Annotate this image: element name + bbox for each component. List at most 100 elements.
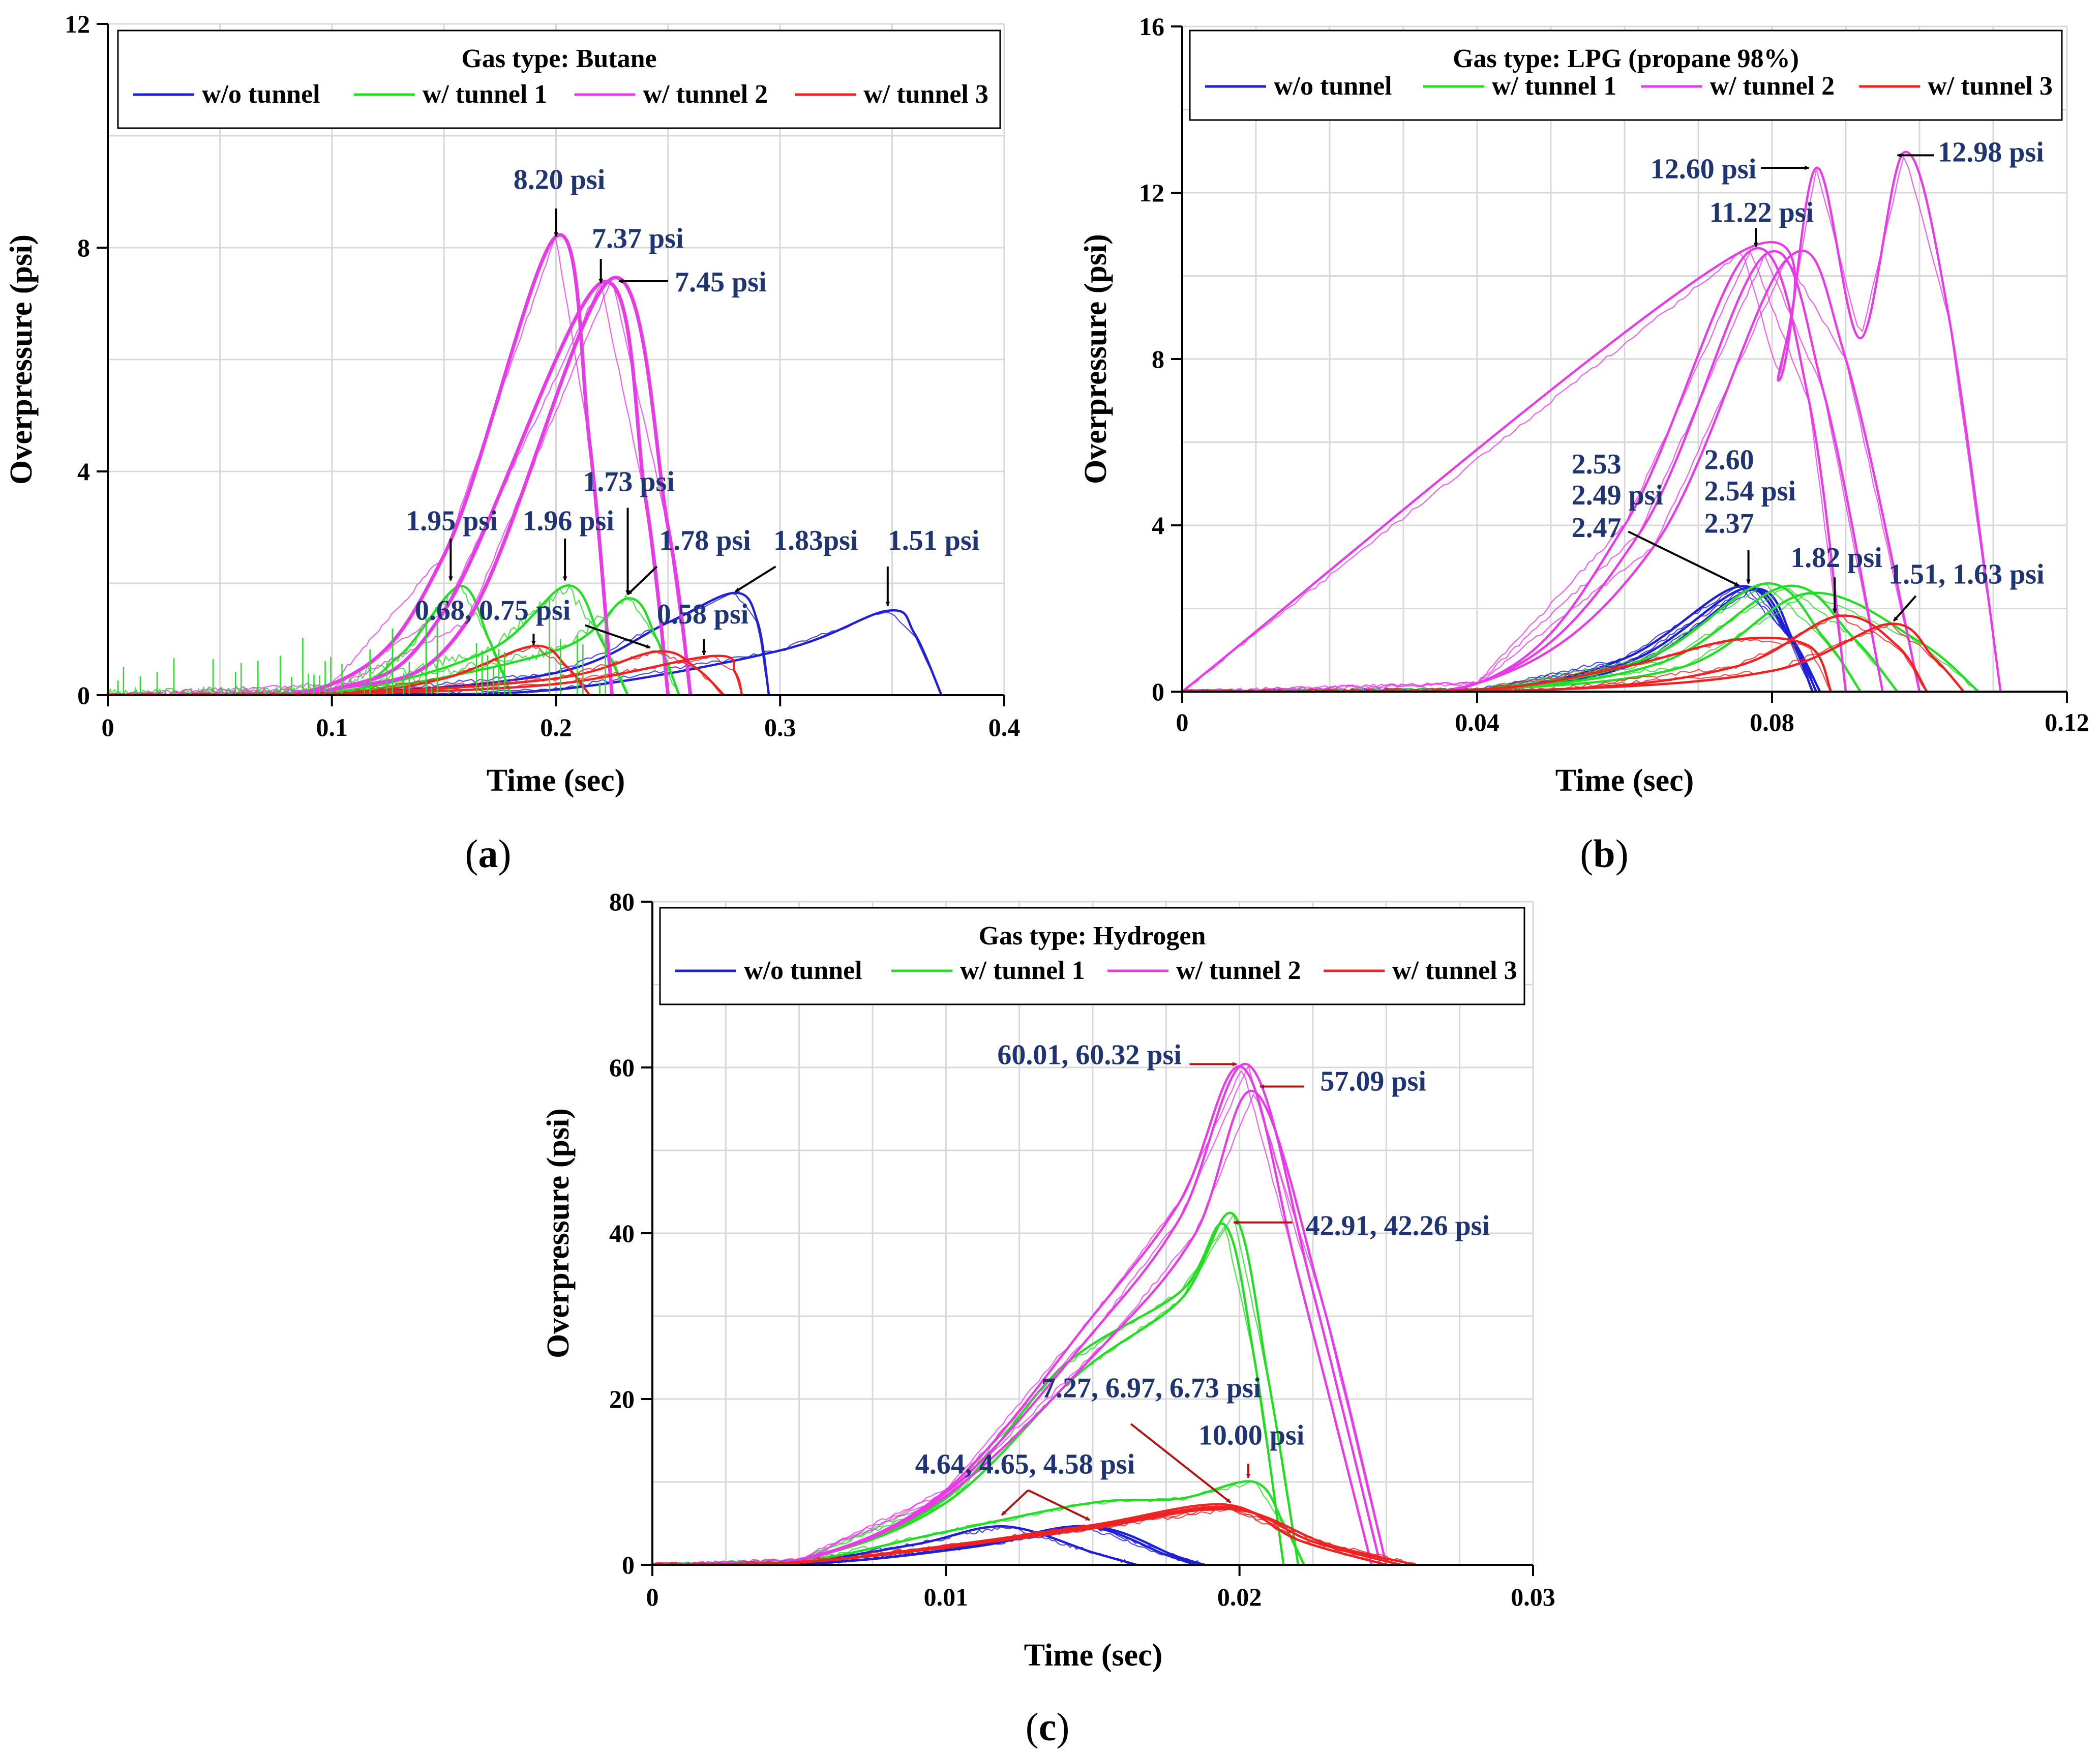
data-label: 2.60 [1704, 444, 1754, 476]
data-label: 11.22 psi [1709, 197, 1814, 228]
x-axis-label: Time (sec) [487, 763, 625, 798]
plot-area [652, 1062, 1416, 1565]
legend-entry: w/o tunnel [744, 956, 862, 985]
annotation-arrow [585, 624, 651, 649]
annotation-arrow [1893, 595, 1917, 622]
legend-box [659, 907, 1525, 1005]
legend-entry: w/ tunnel 2 [1176, 956, 1301, 985]
y-tick-label: 0 [77, 681, 90, 709]
series-line [1182, 151, 2002, 692]
x-tick-label: 0 [102, 713, 114, 741]
series-noise [116, 592, 770, 695]
series-line [1182, 584, 1899, 692]
data-label: 7.45 psi [675, 266, 767, 298]
panel-label: (c) [1026, 1705, 1070, 1749]
legend: Gas type: LPG (propane 98%) w/o tunnel w/ … [1189, 29, 2063, 121]
data-label: 12.60 psi [1651, 153, 1757, 185]
data-label: 60.01, 60.32 psi [997, 1039, 1182, 1071]
legend: Gas type: Butane w/o tunnel w/ tunnel 1 w/ … [117, 29, 1001, 129]
annotations: 60.01, 60.32 psi 57.09 psi 42.91, 42.26 ps… [915, 1039, 1490, 1521]
series-line [108, 233, 614, 695]
data-label: 2.47 [1572, 512, 1622, 544]
x-tick-label: 0 [1176, 708, 1189, 736]
series-line [652, 1062, 1382, 1565]
data-label: 1.51, 1.63 psi [1888, 558, 2045, 590]
data-label: 2.37 [1704, 508, 1754, 540]
y-tick-label: 12 [65, 10, 90, 38]
legend-entry: w/ tunnel 1 [960, 956, 1085, 985]
y-tick-label: 0 [622, 1551, 635, 1579]
panel-label: (b) [1580, 831, 1628, 876]
legend-entry: w/ tunnel 3 [1392, 956, 1517, 985]
x-tick-label: 0.2 [540, 713, 572, 741]
x-axis-label: Time (sec) [1024, 1638, 1163, 1673]
x-tick-label: 0.1 [316, 713, 348, 741]
series-line [1182, 591, 1979, 692]
legend-entry: w/ tunnel 1 [1492, 72, 1617, 101]
legend-entry: w/ tunnel 2 [1710, 72, 1835, 101]
data-label: 1.83psi [773, 525, 858, 556]
x-tick-label: 0.08 [1750, 708, 1794, 736]
annotations: 8.20 psi 7.37 psi 7.45 psi 1.95 psi 1.96 psi… [406, 164, 979, 656]
y-axis-label: Overpressure (psi) [4, 234, 39, 485]
grid-lines [1181, 25, 2068, 693]
y-tick-label: 80 [609, 887, 635, 916]
data-label: 8.20 psi [514, 164, 606, 196]
series-line [1182, 250, 1884, 692]
data-label: 2.54 psi [1704, 476, 1796, 507]
legend-entry: w/ tunnel 3 [863, 80, 988, 109]
x-axis-label: Time (sec) [1555, 763, 1694, 798]
series-noise [116, 234, 613, 695]
chart-panel-c: 0 0.01 0.02 0.03 0 20 40 60 80 Time (sec) Overpres… [541, 887, 1555, 1749]
x-tick-label: 0.4 [988, 713, 1021, 741]
series-noise [1182, 621, 1964, 692]
annotation-arrow [627, 566, 658, 596]
series-line [1182, 247, 1847, 692]
y-tick-label: 40 [609, 1219, 635, 1247]
y-tick-label: 8 [1152, 345, 1164, 373]
legend: Gas type: Hydrogen w/o tunnel w/ tunnel 1 w… [659, 907, 1525, 1005]
series-line [652, 1525, 1205, 1565]
legend-title: Gas type: Butane [461, 44, 656, 73]
annotation-arrow [1028, 1489, 1091, 1521]
panel-label: (a) [465, 831, 512, 876]
data-label: 7.27, 6.97, 6.73 psi [1041, 1373, 1262, 1404]
data-label: 1.73 psi [583, 466, 675, 498]
data-label: 42.91, 42.26 psi [1306, 1210, 1490, 1241]
data-label: 1.78 psi [659, 525, 751, 556]
series-noise [1182, 253, 1883, 692]
legend-entry: w/o tunnel [202, 80, 320, 109]
x-tick-label: 0 [646, 1583, 659, 1611]
y-tick-label: 60 [609, 1053, 635, 1082]
series-noise [653, 1481, 1305, 1565]
series-line [108, 591, 770, 695]
series-noise [1183, 155, 2001, 692]
legend-entry: w/ tunnel 1 [423, 80, 548, 109]
y-tick-label: 20 [609, 1385, 635, 1413]
series-noise [108, 584, 512, 695]
y-axis-label: Overpressure (psi) [1078, 234, 1113, 484]
series-line [108, 584, 629, 695]
data-label: 7.37 psi [592, 223, 684, 254]
series-noise [652, 1093, 1387, 1565]
chart-panel-a: 0 0.1 0.2 0.3 0.4 0 4 8 12 Time (sec) Overpressure… [4, 10, 1020, 876]
x-tick-label: 0.01 [924, 1583, 969, 1611]
data-label: 0.58 psi [657, 599, 749, 630]
y-axis-label: Overpressure (psi) [541, 1108, 576, 1358]
chart-panel-b: 0 0.04 0.08 0.12 0 4 8 12 16 Time (sec) Overpressu… [1078, 12, 2089, 876]
y-tick-label: 4 [77, 457, 90, 486]
series-line [1182, 614, 1928, 692]
legend-box [117, 29, 1001, 129]
series-w-tunnel-1 [1182, 582, 1979, 692]
data-label: 2.53 [1572, 449, 1622, 480]
annotation-arrow [1130, 1423, 1232, 1504]
data-label: 4.64, 4.65, 4.58 psi [915, 1449, 1135, 1480]
legend-box [1189, 29, 2063, 121]
plot-area [1182, 151, 2002, 692]
x-tick-label: 0.04 [1455, 708, 1499, 736]
series-line [1182, 636, 1833, 692]
data-label: 2.49 psi [1572, 480, 1664, 511]
x-tick-label: 0.12 [2045, 708, 2089, 736]
data-label: 10.00 psi [1198, 1420, 1305, 1451]
